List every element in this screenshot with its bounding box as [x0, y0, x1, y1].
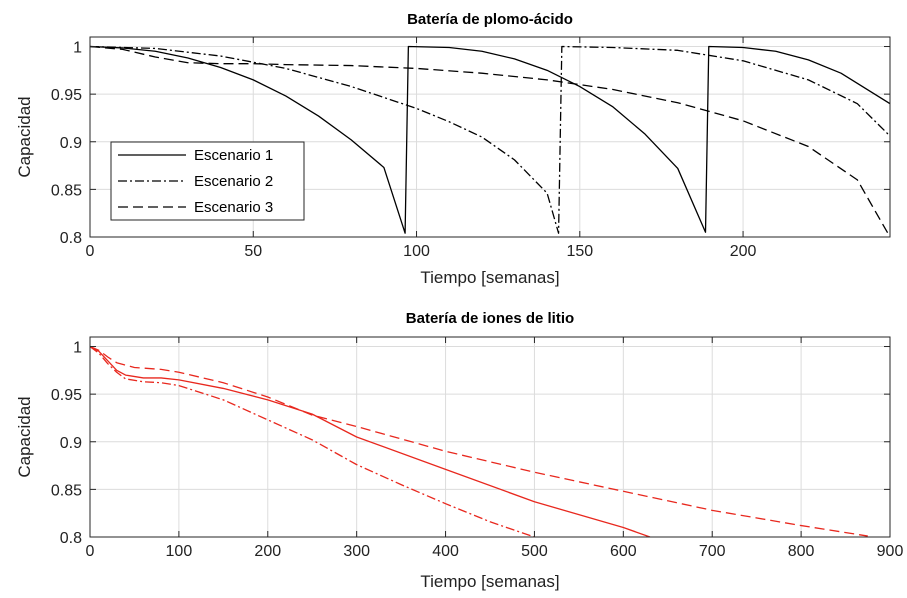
x-tick-label: 150: [566, 243, 593, 260]
legend-label-2: Escenario 2: [194, 173, 273, 190]
y-tick-label: 0.8: [60, 530, 82, 547]
y-tick-label: 0.9: [60, 435, 82, 452]
y-tick-label: 0.95: [51, 387, 82, 404]
y-tick-label: 0.95: [51, 87, 82, 104]
x-tick-label: 700: [699, 543, 726, 560]
lead-acid-chart: 0 50 100 150 200 0.8 0.85 0.9 0.95 1 Batería de p…: [15, 11, 891, 287]
x-tick-label: 100: [403, 243, 430, 260]
series-line-2: [90, 45, 890, 234]
series-line-1: [90, 45, 890, 234]
x-tick-label: 200: [730, 243, 757, 260]
x-axis-label: Tiempo [semanas]: [420, 268, 559, 287]
lithium-ion-chart: 0 100 200 300 400 500 600 700 800 900 0.8 0.85 0.9 0.…: [15, 310, 903, 591]
x-tick-label: 100: [166, 543, 193, 560]
x-axis-label: Tiempo [semanas]: [420, 572, 559, 591]
chart-title: Batería de plomo-ácido: [407, 11, 573, 28]
x-tick-label: 900: [877, 543, 904, 560]
x-tick-label: 0: [86, 243, 95, 260]
x-tick-label: 300: [343, 543, 370, 560]
series-line-2: [90, 346, 535, 537]
legend-label-1: Escenario 1: [194, 147, 273, 164]
series-layer: [90, 45, 890, 237]
x-tick-label: 800: [788, 543, 815, 560]
series-line-3: [90, 45, 890, 237]
x-tick-label: 600: [610, 543, 637, 560]
x-tick-label: 50: [244, 243, 262, 260]
tick-labels: 0 100 200 300 400 500 600 700 800 900 0.8 0.85 0.9 0.…: [51, 337, 904, 560]
y-tick-label: 0.85: [51, 482, 82, 499]
series-line-3: [90, 345, 868, 537]
legend: Escenario 1 Escenario 2 Escenario 3: [110, 141, 305, 221]
y-tick-label: 1: [73, 40, 82, 57]
plot-area: [89, 336, 891, 538]
plot-frame: [89, 36, 891, 238]
y-axis-label: Capacidad: [15, 96, 34, 177]
x-tick-label: 0: [86, 543, 95, 560]
series-layer: [90, 345, 868, 537]
y-tick-label: 1: [73, 340, 82, 357]
x-tick-label: 500: [521, 543, 548, 560]
y-tick-label: 0.85: [51, 182, 82, 199]
y-tick-label: 0.9: [60, 135, 82, 152]
chart-title: Batería de iones de litio: [406, 310, 574, 327]
grid: [90, 337, 890, 537]
legend-label-3: Escenario 3: [194, 199, 273, 216]
y-tick-label: 0.8: [60, 230, 82, 247]
series-line-1: [90, 345, 651, 537]
tick-labels: 0 50 100 150 200 0.8 0.85 0.9 0.95 1: [51, 37, 890, 260]
plot-frame: [89, 336, 891, 538]
x-tick-label: 200: [254, 543, 281, 560]
x-tick-label: 400: [432, 543, 459, 560]
y-axis-label: Capacidad: [15, 396, 34, 477]
